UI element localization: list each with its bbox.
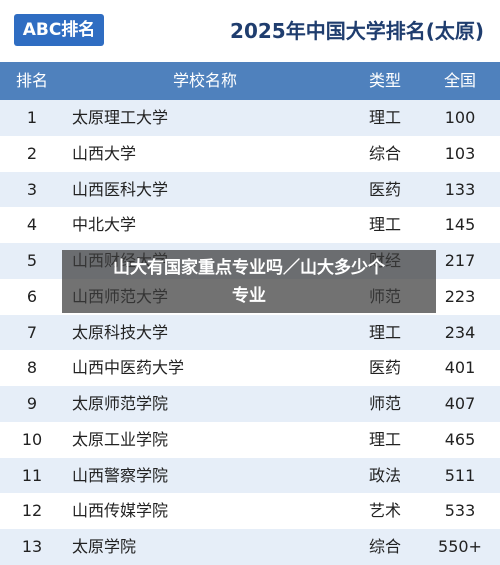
table-row: 1 太原理工大学 理工 100 [0, 100, 500, 136]
cell: 师范 [368, 394, 401, 414]
table-row: 3 山西医科大学 医药 133 [0, 171, 500, 208]
cell: 2 [26, 143, 38, 163]
cell: 医药 [368, 179, 401, 199]
cell: 艺术 [368, 501, 401, 521]
cell: 太原理工大学 [72, 108, 169, 127]
cell: 223 [444, 286, 476, 306]
cell: 9 [26, 394, 38, 414]
cell: 太原师范学院 [72, 394, 169, 414]
cell: 511 [444, 465, 476, 485]
cell: 山西大学 [72, 143, 137, 163]
table-row: 12 山西传媒学院 艺术 533 [0, 493, 500, 529]
title: 2025年中国大学排名(太原) [230, 19, 484, 43]
cell: 山西传媒学院 [72, 501, 169, 521]
overlay-line: 山大有国家重点专业吗／山大多少个 [113, 258, 385, 278]
cell: 太原科技大学 [72, 322, 169, 342]
cell: 3 [26, 179, 38, 199]
cell: 综合 [368, 537, 401, 557]
table-row: 8 山西中医药大学 医药 401 [0, 350, 500, 386]
cell: 理工 [368, 215, 401, 235]
cell: 1 [26, 108, 38, 127]
cell: 理工 [368, 108, 401, 127]
cell: 山西警察学院 [72, 465, 169, 485]
overlay: 山大有国家重点专业吗／山大多少个 专业 [62, 250, 436, 313]
table-row: 13 太原学院 综合 550+ [0, 529, 500, 565]
column-header: 学校名称 [172, 71, 237, 90]
logo: ABC排名 [14, 14, 104, 46]
cell: 10 [21, 429, 43, 449]
cell: 综合 [368, 143, 401, 163]
cell: 100 [444, 108, 476, 127]
cell: 12 [21, 501, 43, 521]
cell: 太原学院 [72, 537, 137, 557]
cell: 理工 [368, 322, 401, 342]
cell: 217 [444, 251, 476, 271]
cell: 中北大学 [72, 215, 137, 235]
column-header: 排名 [15, 71, 48, 90]
cell: 4 [26, 215, 38, 235]
cell: 6 [26, 286, 38, 306]
cell: 550+ [438, 537, 482, 557]
cell: 103 [444, 143, 476, 163]
table-row: 7 太原科技大学 理工 234 [0, 314, 500, 351]
table-row: 10 太原工业学院 理工 465 [0, 422, 500, 458]
column-header: 全国 [443, 71, 476, 90]
cell: 太原工业学院 [72, 429, 169, 449]
cell: 理工 [368, 429, 401, 449]
header-row: 排名 学校名称 类型 全国 [0, 62, 500, 100]
cell: 234 [444, 322, 476, 342]
cell: 11 [21, 465, 43, 485]
cell: 政法 [368, 465, 401, 485]
cell: 465 [444, 429, 476, 449]
cell: 5 [26, 251, 38, 271]
cell: 145 [444, 215, 476, 235]
cell: 407 [444, 394, 476, 414]
cell: 13 [21, 537, 43, 557]
cell: 401 [444, 358, 476, 378]
cell: 8 [26, 358, 38, 378]
table-row: 4 中北大学 理工 145 [0, 207, 500, 243]
cell: 533 [444, 501, 476, 521]
table-row: 11 山西警察学院 政法 511 [0, 457, 500, 494]
overlay-line: 专业 [232, 286, 266, 306]
cell: 7 [26, 322, 38, 342]
cell: 133 [444, 179, 476, 199]
table-row: 9 太原师范学院 师范 407 [0, 386, 500, 422]
table-row: 2 山西大学 综合 103 [0, 136, 500, 172]
cell: 山西医科大学 [72, 179, 169, 199]
cell: 山西中医药大学 [72, 358, 185, 378]
column-header: 类型 [368, 71, 401, 90]
cell: 医药 [368, 358, 401, 378]
